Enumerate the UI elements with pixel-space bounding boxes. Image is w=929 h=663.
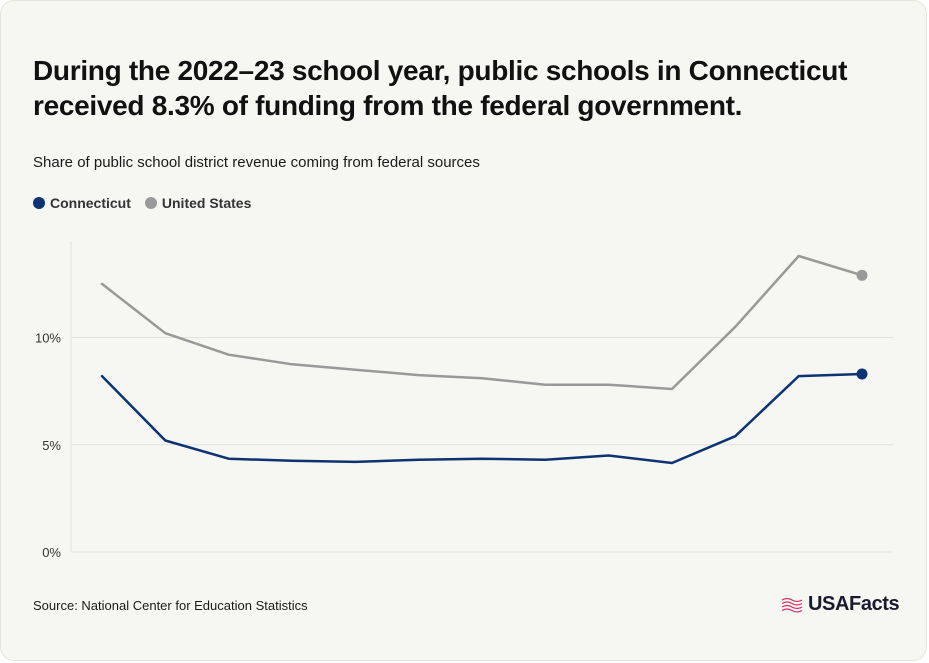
chart-subtitle: Share of public school district revenue …: [33, 154, 480, 171]
legend-item-united-states: United States: [144, 195, 252, 211]
usafacts-logo: USAFacts: [781, 593, 900, 616]
legend-item-connecticut: Connecticut: [33, 195, 131, 211]
y-tick-label: 10%: [35, 331, 61, 346]
series-line-united-states: [100, 254, 864, 391]
legend-label-connecticut: Connecticut: [50, 195, 131, 211]
series-line-connecticut: [100, 372, 864, 465]
chart-legend: Connecticut United States: [33, 195, 251, 211]
chart-title: During the 2022–23 school year, public s…: [33, 55, 848, 121]
y-tick-label: 0%: [42, 545, 61, 560]
end-point-connecticut: [856, 368, 868, 380]
legend-dot-connecticut: [33, 197, 45, 209]
y-tick-label: 5%: [42, 438, 61, 453]
end-point-united-states: [856, 269, 868, 281]
source-note: Source: National Center for Education St…: [33, 598, 308, 613]
logo-text: USAFacts: [808, 593, 900, 615]
legend-dot-united-states: [144, 197, 157, 209]
legend-label-united-states: United States: [161, 195, 252, 211]
flag-icon: [781, 597, 803, 613]
